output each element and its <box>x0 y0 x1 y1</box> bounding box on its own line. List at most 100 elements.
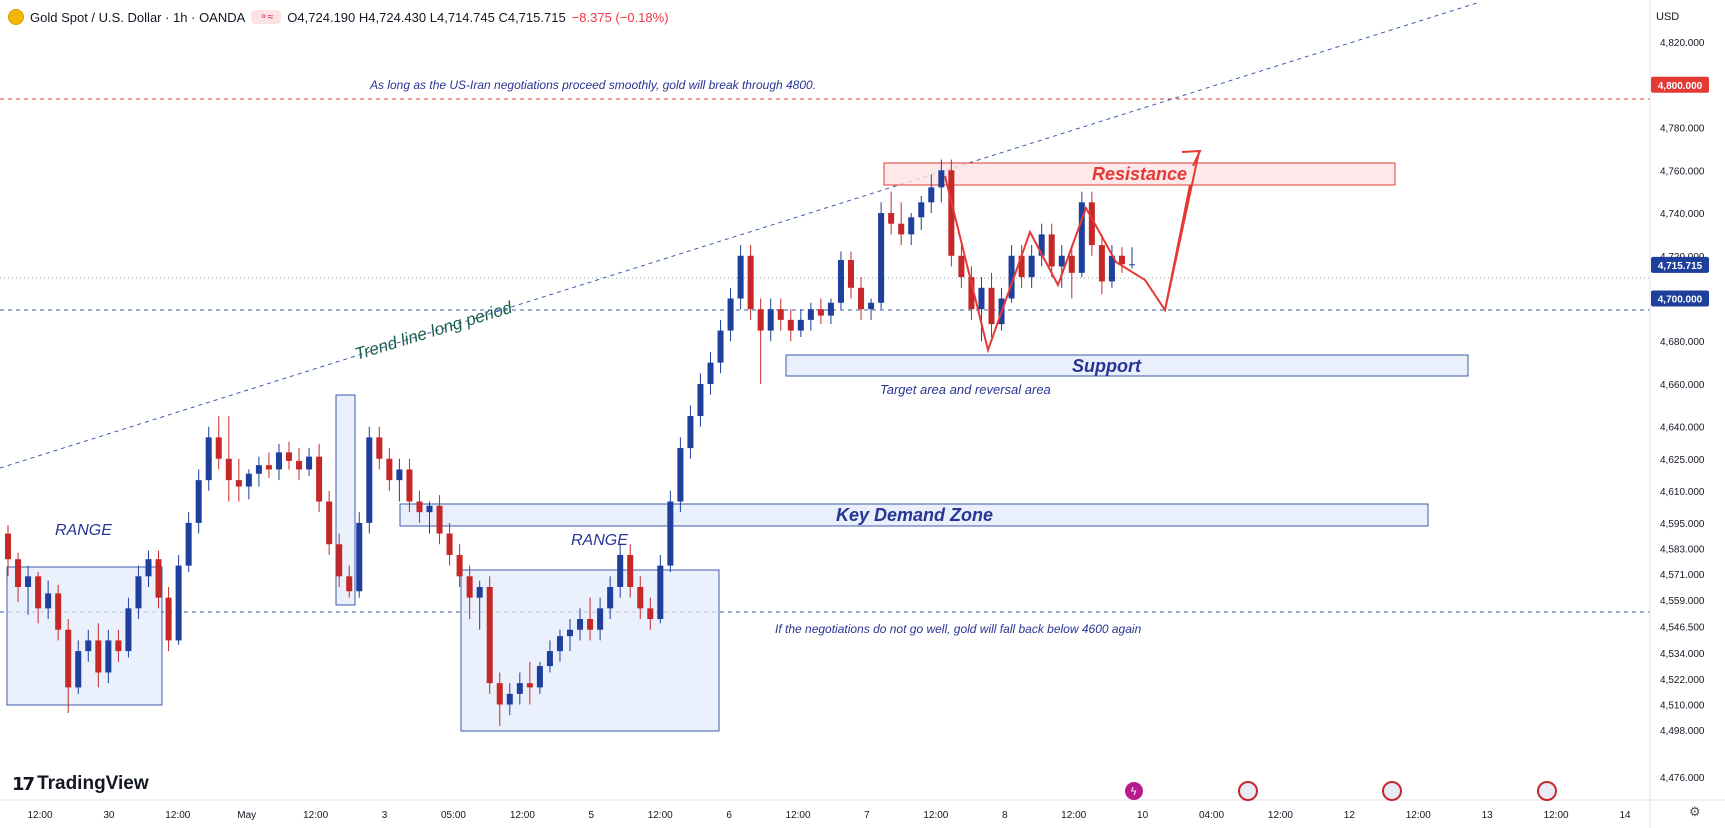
candle-body <box>426 505 433 513</box>
y-tick-label: 4,740.000 <box>1660 209 1705 220</box>
candle-body <box>717 330 724 363</box>
tradingview-mark-icon: 17 <box>12 773 35 795</box>
support-zone[interactable] <box>785 354 1469 377</box>
price-badge <box>1651 256 1709 273</box>
x-tick-label: 8 <box>1002 810 1008 821</box>
candle-body <box>235 480 242 487</box>
candle-body <box>275 452 282 470</box>
range-label-2: RANGE <box>571 532 628 549</box>
candle-body <box>516 683 523 694</box>
symbol-title[interactable]: Gold Spot / U.S. Dollar · 1h · OANDA <box>30 9 246 25</box>
candle-body <box>336 544 343 577</box>
open-label: O <box>287 9 298 25</box>
support-label: Support <box>1072 356 1142 376</box>
x-tick-label: 12:00 <box>303 810 328 821</box>
candle-body <box>1038 234 1045 256</box>
price-badges: 4,800.000 4,715.715 4,700.000 <box>1651 76 1709 307</box>
x-tick-label: 14 <box>1619 810 1631 821</box>
candle-body <box>1078 202 1085 273</box>
candle-body <box>135 576 142 609</box>
y-tick-label: 4,760.000 <box>1660 166 1705 177</box>
candle-body <box>1108 255 1115 282</box>
candle-body <box>878 213 885 303</box>
price-badge <box>1651 290 1709 307</box>
candle-body <box>4 533 12 560</box>
event-icons: ϟ <box>1125 781 1557 801</box>
candle-body <box>165 597 172 641</box>
candle-body <box>1088 202 1095 246</box>
demand-label: Key Demand Zone <box>836 505 993 525</box>
y-tick-label: 4,583.000 <box>1660 545 1705 556</box>
candle-body <box>677 448 684 502</box>
candle-body <box>607 586 614 609</box>
flash-event-icon[interactable] <box>1125 782 1143 800</box>
candle-body <box>1018 255 1025 278</box>
x-tick-label: 5 <box>589 810 595 821</box>
settings-gear-icon[interactable]: ⚙ <box>1689 804 1701 819</box>
x-tick-label: 12 <box>1344 810 1356 821</box>
us-flag-event-icon-3[interactable] <box>1537 781 1557 801</box>
flash-event-glyph: ϟ <box>1130 785 1137 798</box>
y-tick-label: 4,522.000 <box>1660 675 1705 686</box>
candle-body <box>296 460 303 470</box>
candle-body <box>697 383 704 417</box>
high-label: H <box>358 9 369 25</box>
x-tick-label: 6 <box>726 810 732 821</box>
candle-body <box>767 309 774 331</box>
candle-body <box>587 619 594 630</box>
candle-body <box>446 533 453 555</box>
candle-body <box>145 559 152 577</box>
candle-body <box>366 437 373 523</box>
candle-body <box>858 287 865 310</box>
market-status-icon[interactable]: ⚬≈ <box>251 10 282 24</box>
candle-body <box>195 480 202 523</box>
price-badge-label: 4,715.715 <box>1658 261 1703 272</box>
candle-body <box>847 260 855 288</box>
candle-body <box>115 640 122 652</box>
key-demand-zone[interactable] <box>399 503 1429 527</box>
candle-body <box>667 501 674 566</box>
close-value: 4,715.715 <box>507 9 566 25</box>
candle-body <box>376 437 383 459</box>
candle-body <box>65 629 72 688</box>
y-tick-label: 4,640.000 <box>1660 423 1705 434</box>
range-label-1: RANGE <box>55 522 112 539</box>
candle-body <box>406 469 413 502</box>
candle-body <box>817 309 824 316</box>
currency-selector[interactable]: USD <box>1656 11 1680 23</box>
candle-body <box>898 223 905 235</box>
x-tick-label: 12:00 <box>923 810 948 821</box>
candle-body <box>737 255 744 299</box>
y-tick-label: 4,476.000 <box>1660 773 1705 784</box>
resistance-zone[interactable] <box>883 162 1396 186</box>
x-tick-label: 12:00 <box>1268 810 1293 821</box>
x-tick-label: 12:00 <box>1544 810 1569 821</box>
candle-body <box>486 586 493 684</box>
candle-body <box>75 651 82 688</box>
candle-body <box>1118 255 1125 265</box>
candle-body <box>386 458 393 481</box>
candle-body <box>416 501 423 513</box>
tradingview-logo[interactable]: 17 TradingView <box>12 773 149 795</box>
y-tick-label: 4,498.000 <box>1660 726 1705 737</box>
candle-body <box>566 629 574 637</box>
x-tick-label: 12:00 <box>1406 810 1431 821</box>
candle-body <box>938 170 945 188</box>
y-tick-label: 4,595.000 <box>1660 519 1705 530</box>
candle-body <box>1068 255 1075 273</box>
trend-line <box>0 1 1481 469</box>
us-flag-event-icon-1[interactable] <box>1238 781 1258 801</box>
us-flag-event-icon-2[interactable] <box>1382 781 1402 801</box>
range-box-2[interactable] <box>460 569 720 732</box>
candle-body <box>868 302 875 310</box>
x-tick-label: 12:00 <box>27 810 52 821</box>
candle-body <box>285 452 293 461</box>
x-tick-label: 12:00 <box>510 810 535 821</box>
candle-body <box>727 298 734 331</box>
candle-body <box>85 640 92 652</box>
candle-body <box>918 202 925 218</box>
candle-body <box>105 640 112 673</box>
x-tick-label: 05:00 <box>441 810 466 821</box>
